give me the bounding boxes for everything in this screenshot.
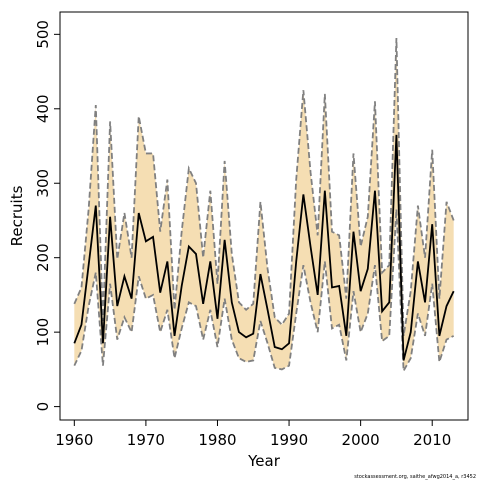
x-tick-label: 1990: [270, 431, 308, 449]
y-axis-label: Recruits: [8, 185, 26, 246]
y-tick-label: 400: [34, 94, 52, 123]
y-tick-label: 100: [34, 318, 52, 347]
y-axis: 0 100 200 300 400 500: [34, 20, 60, 411]
y-tick-label: 300: [34, 169, 52, 198]
estimate-line: [73, 134, 455, 361]
x-tick-label: 1980: [198, 431, 236, 449]
plot-content: [73, 38, 455, 375]
y-tick-label: 0: [34, 402, 52, 412]
x-axis: 1960 1970 1980 1990 2000 2010: [55, 420, 451, 449]
upper-bound-line: [73, 38, 455, 337]
x-tick-label: 1970: [127, 431, 165, 449]
x-tick-label: 2000: [342, 431, 380, 449]
y-tick-label: 200: [34, 243, 52, 272]
x-tick-label: 2010: [413, 431, 451, 449]
x-tick-label: 1960: [55, 431, 93, 449]
plot-frame: [59, 11, 469, 421]
y-tick-label: 500: [34, 20, 52, 49]
x-axis-label: Year: [247, 452, 281, 470]
footnote: stockassessment.org, saithe_afwg2014_a, …: [354, 474, 476, 480]
lower-bound-line: [73, 209, 455, 375]
